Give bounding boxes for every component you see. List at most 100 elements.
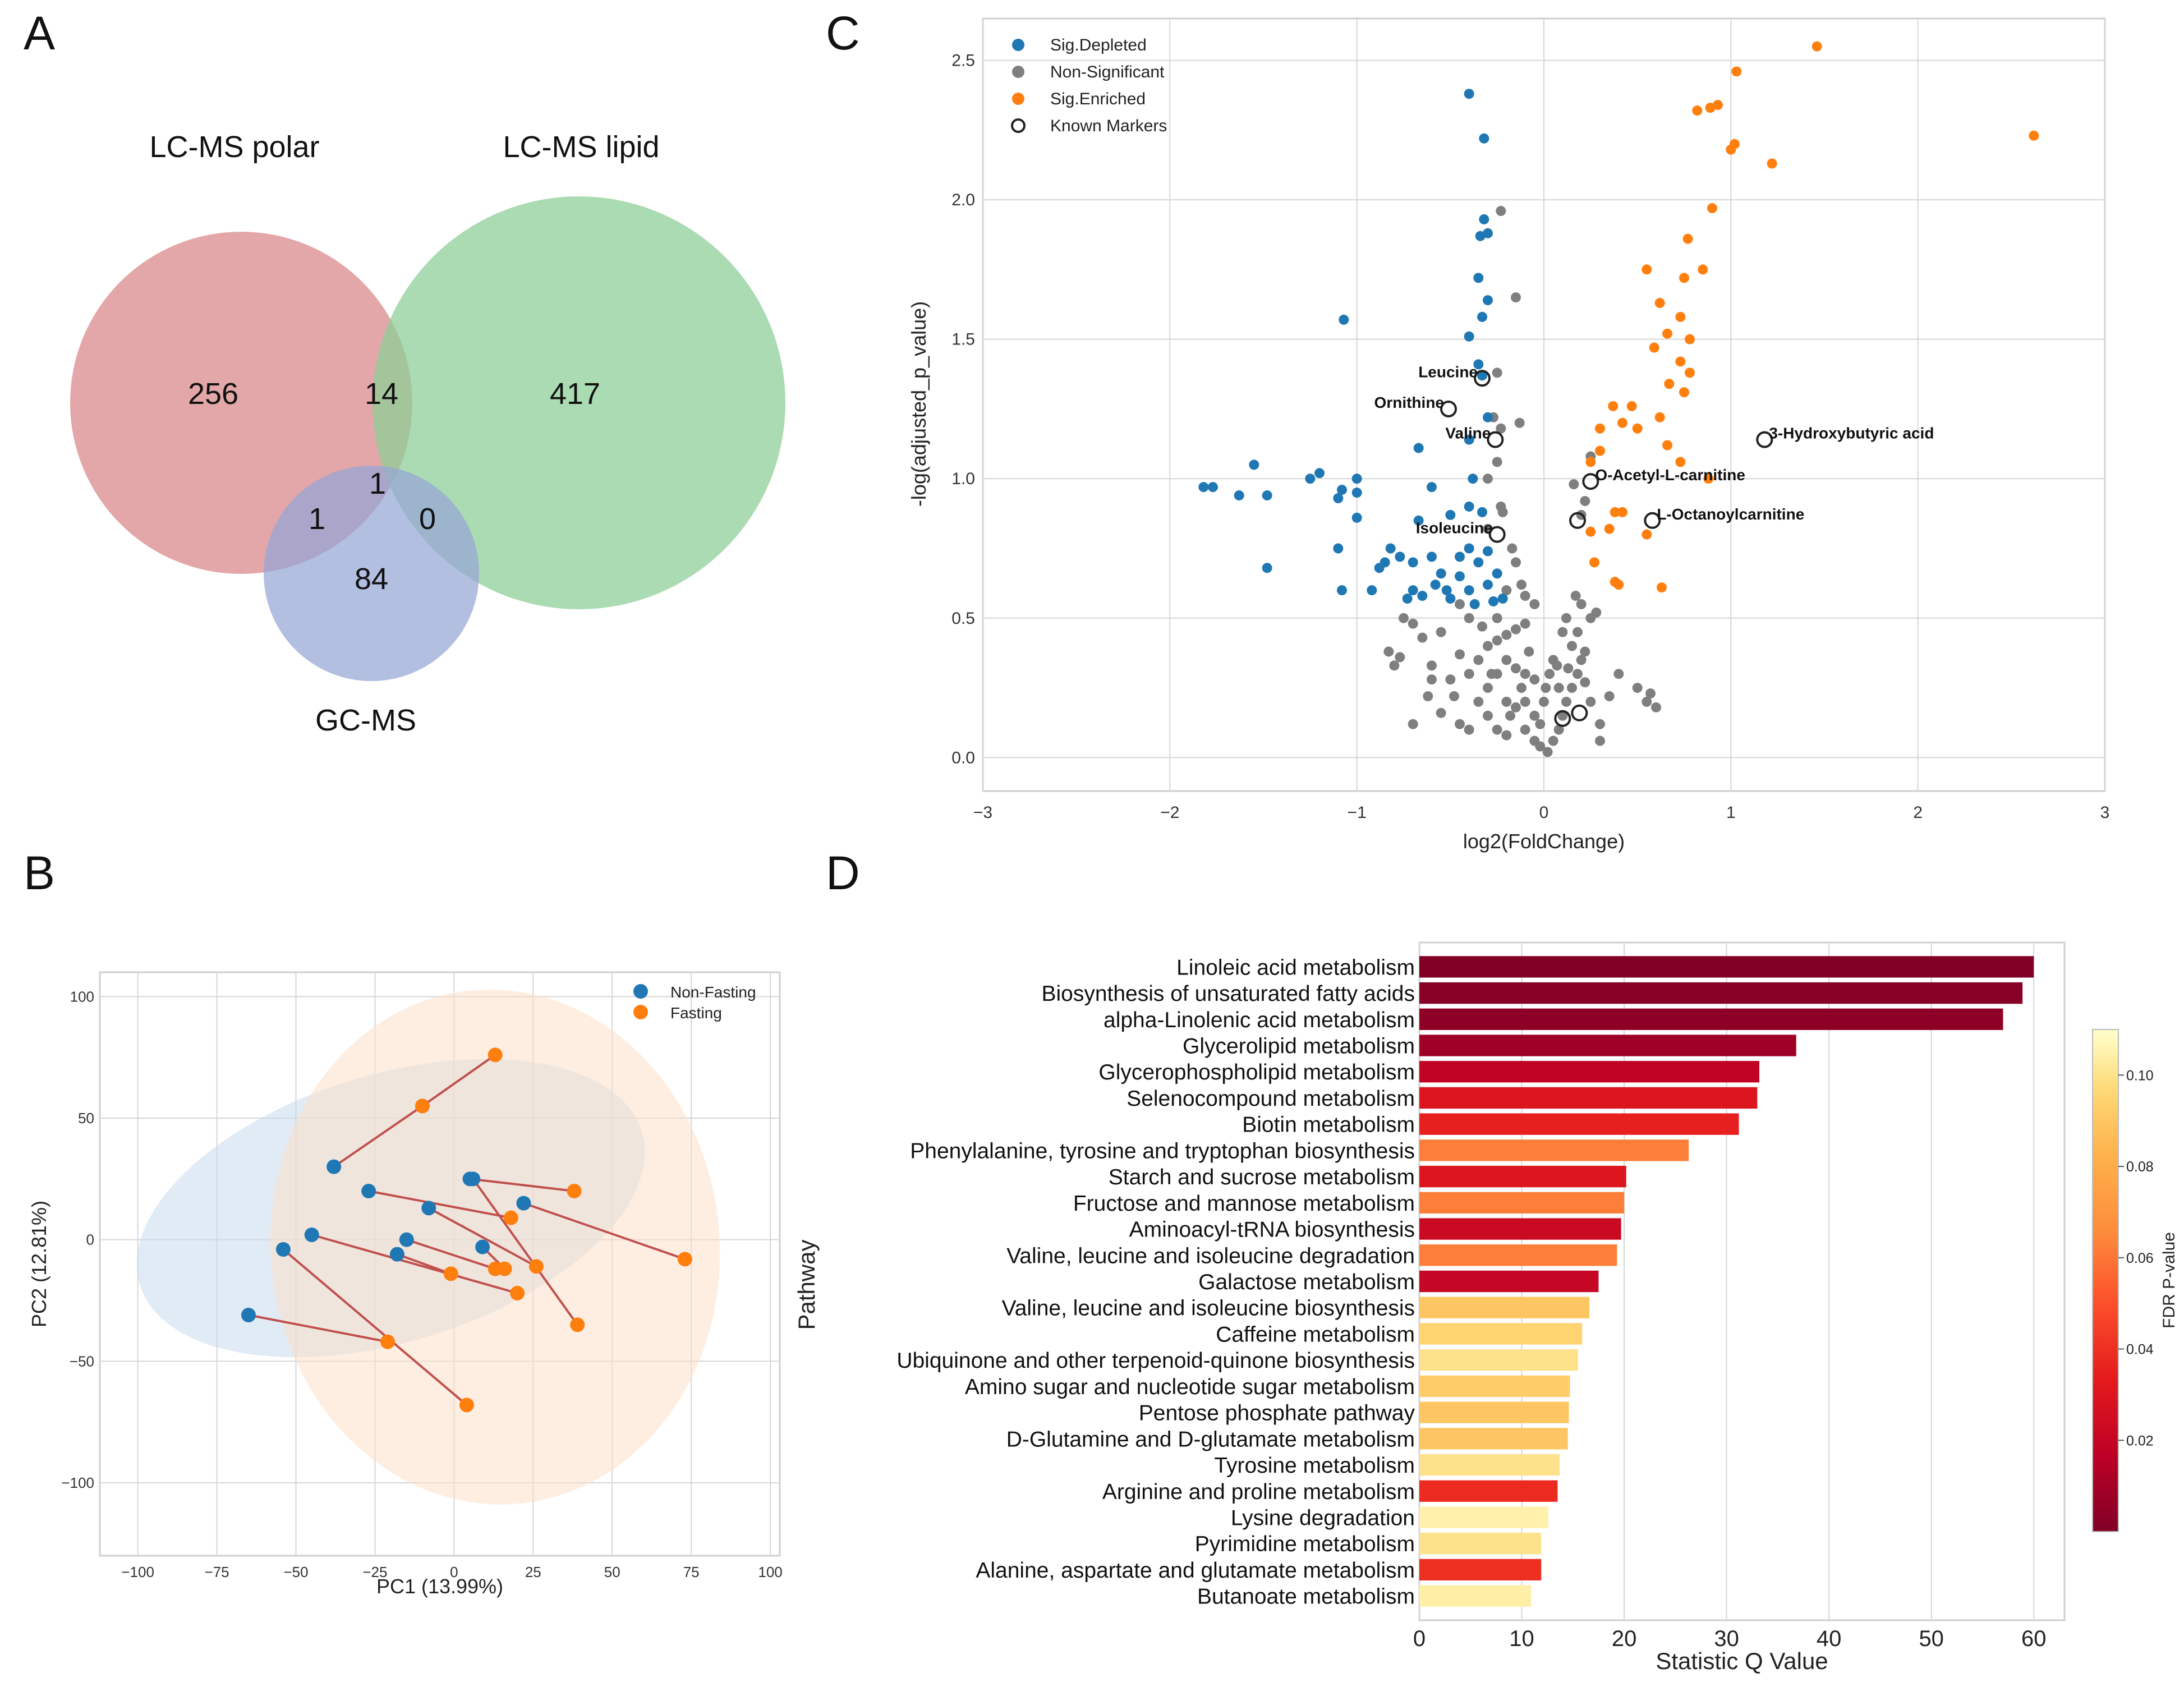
- volcano-point-depleted: [1427, 482, 1437, 493]
- pca-point-non-fasting: [475, 1239, 490, 1254]
- pca-pair-line: [397, 1253, 452, 1275]
- volcano-point-depleted: [1417, 591, 1428, 601]
- pca-point-fasting: [528, 1259, 544, 1274]
- pathway-category-label: Glycerolipid metabolism: [1183, 1035, 1415, 1059]
- pathway-x-tick-label: 40: [1817, 1626, 1842, 1651]
- pca-point-fasting: [510, 1286, 525, 1300]
- volcano-point-nonsig: [1423, 691, 1433, 701]
- pathway-category-label: Biosynthesis of unsaturated fatty acids: [1041, 982, 1415, 1006]
- volcano-point-nonsig: [1520, 724, 1530, 735]
- volcano-point-enriched: [1675, 356, 1686, 367]
- pca-pair-line: [248, 1314, 388, 1343]
- pca-point-non-fasting: [241, 1308, 256, 1322]
- volcano-point-nonsig: [1492, 613, 1502, 623]
- pathway-category-label: alpha-Linolenic acid metabolism: [1104, 1008, 1415, 1032]
- pathway-category-label: Valine, leucine and isoleucine biosynthe…: [1002, 1297, 1415, 1321]
- pathway-category-label: Fructose and mannose metabolism: [1073, 1192, 1415, 1216]
- volcano-point-depleted: [1436, 568, 1446, 579]
- volcano-point-depleted: [1445, 593, 1456, 604]
- volcano-points: [1198, 41, 2039, 757]
- pca-point-non-fasting: [399, 1232, 414, 1247]
- volcano-legend-known: Known Markers: [1050, 117, 1167, 135]
- volcano-point-nonsig: [1455, 719, 1465, 729]
- pathway-category-label: Selenocompound metabolism: [1127, 1087, 1415, 1111]
- volcano-point-depleted: [1208, 482, 1218, 493]
- volcano-point-depleted: [1477, 507, 1487, 517]
- volcano-y-tick-label: 2.5: [951, 52, 975, 70]
- volcano-point-nonsig: [1595, 736, 1605, 746]
- pathway-category-label: Biotin metabolism: [1242, 1113, 1415, 1137]
- volcano-point-nonsig: [1604, 691, 1615, 701]
- volcano-point-nonsig: [1395, 652, 1405, 663]
- pca-y-tick-label: −50: [70, 1353, 94, 1369]
- volcano-point-enriched: [1703, 474, 1714, 484]
- volcano-legend-marker-enriched: [1012, 93, 1024, 105]
- pca-x-tick-label: 25: [525, 1564, 541, 1580]
- colorbar-tick-label: 0.04: [2126, 1342, 2154, 1358]
- volcano-point-depleted: [1483, 546, 1493, 557]
- volcano-point-depleted: [1483, 295, 1493, 306]
- volcano-x-tick-label: −1: [1348, 803, 1367, 822]
- pca-point-fasting: [677, 1252, 692, 1267]
- volcano-legend-marker-known: [1011, 118, 1026, 133]
- pathway-bar: [1419, 1454, 1560, 1476]
- pca-x-tick-label: 100: [758, 1564, 782, 1580]
- pathway-category-label: Tyrosine metabolism: [1214, 1454, 1415, 1478]
- pathway-x-tick-label: 0: [1413, 1626, 1426, 1651]
- volcano-point-depleted: [1479, 214, 1489, 224]
- volcano-point-nonsig: [1561, 613, 1571, 623]
- volcano-point-enriched: [1679, 273, 1689, 283]
- pathway-bar: [1419, 1192, 1625, 1213]
- pathway-bar: [1419, 956, 2034, 978]
- pathway-bar: [1419, 1008, 2003, 1030]
- volcano-point-enriched: [1610, 507, 1620, 517]
- volcano-point-nonsig: [1473, 696, 1484, 707]
- pathway-bar: [1419, 1559, 1542, 1581]
- pca-legend-marker-non-fasting: [633, 984, 648, 999]
- volcano-point-enriched: [1685, 334, 1695, 344]
- pathway-category-label: Galactose metabolism: [1198, 1270, 1415, 1294]
- volcano-y-tick-label: 2.0: [951, 191, 975, 209]
- panel-label-b: B: [24, 847, 55, 899]
- volcano-point-nonsig: [1573, 669, 1583, 679]
- pathway-category-label: Glycerophospholipid metabolism: [1098, 1060, 1415, 1084]
- volcano-x-tick-label: 1: [1726, 803, 1736, 822]
- panel-label-c: C: [826, 7, 860, 59]
- pathway-category-label: Starch and sucrose metabolism: [1109, 1165, 1415, 1189]
- volcano-legend: Sig.Depleted Non-Significant Sig.Enriche…: [1011, 36, 1167, 135]
- pca-legend-marker-fasting: [633, 1005, 648, 1019]
- volcano-point-enriched: [1692, 105, 1703, 116]
- volcano-point-nonsig: [1483, 683, 1493, 693]
- volcano-point-enriched: [2029, 130, 2039, 141]
- volcano-y-tick-label: 1.5: [951, 330, 975, 349]
- pathway-bar: [1419, 1585, 1531, 1607]
- volcano-point-nonsig: [1408, 719, 1418, 729]
- pathway-category-label: Pentose phosphate pathway: [1139, 1401, 1415, 1426]
- volcano-x-tick-label: −3: [973, 803, 992, 822]
- volcano-point-nonsig: [1645, 688, 1656, 699]
- volcano-point-nonsig: [1529, 599, 1540, 609]
- volcano-point-nonsig: [1464, 669, 1474, 679]
- pca-point-non-fasting: [462, 1171, 477, 1187]
- volcano-known-marker: [1571, 704, 1588, 721]
- venn-count-all: 1: [369, 467, 386, 500]
- volcano-point-nonsig: [1483, 641, 1493, 651]
- volcano-legend-depleted: Sig.Depleted: [1050, 36, 1147, 54]
- volcano-known-marker: [1440, 400, 1457, 417]
- pca-point-non-fasting: [389, 1247, 404, 1262]
- volcano-point-depleted: [1198, 482, 1209, 493]
- pathway-bar: [1419, 1061, 1760, 1083]
- volcano-y-tick-label: 0.5: [951, 609, 975, 628]
- volcano-point-depleted: [1413, 515, 1424, 526]
- volcano-point-depleted: [1483, 580, 1493, 590]
- volcano-point-nonsig: [1464, 724, 1474, 735]
- volcano-point-depleted: [1479, 133, 1489, 144]
- pca-ellipses: [136, 989, 720, 1505]
- volcano-legend-marker-depleted: [1012, 39, 1024, 51]
- volcano-point-nonsig: [1557, 627, 1568, 637]
- volcano-point-depleted: [1475, 231, 1486, 241]
- volcano-point-nonsig: [1535, 741, 1546, 752]
- volcano-point-nonsig: [1501, 655, 1512, 665]
- colorbar-tick-label: 0.08: [2126, 1159, 2154, 1175]
